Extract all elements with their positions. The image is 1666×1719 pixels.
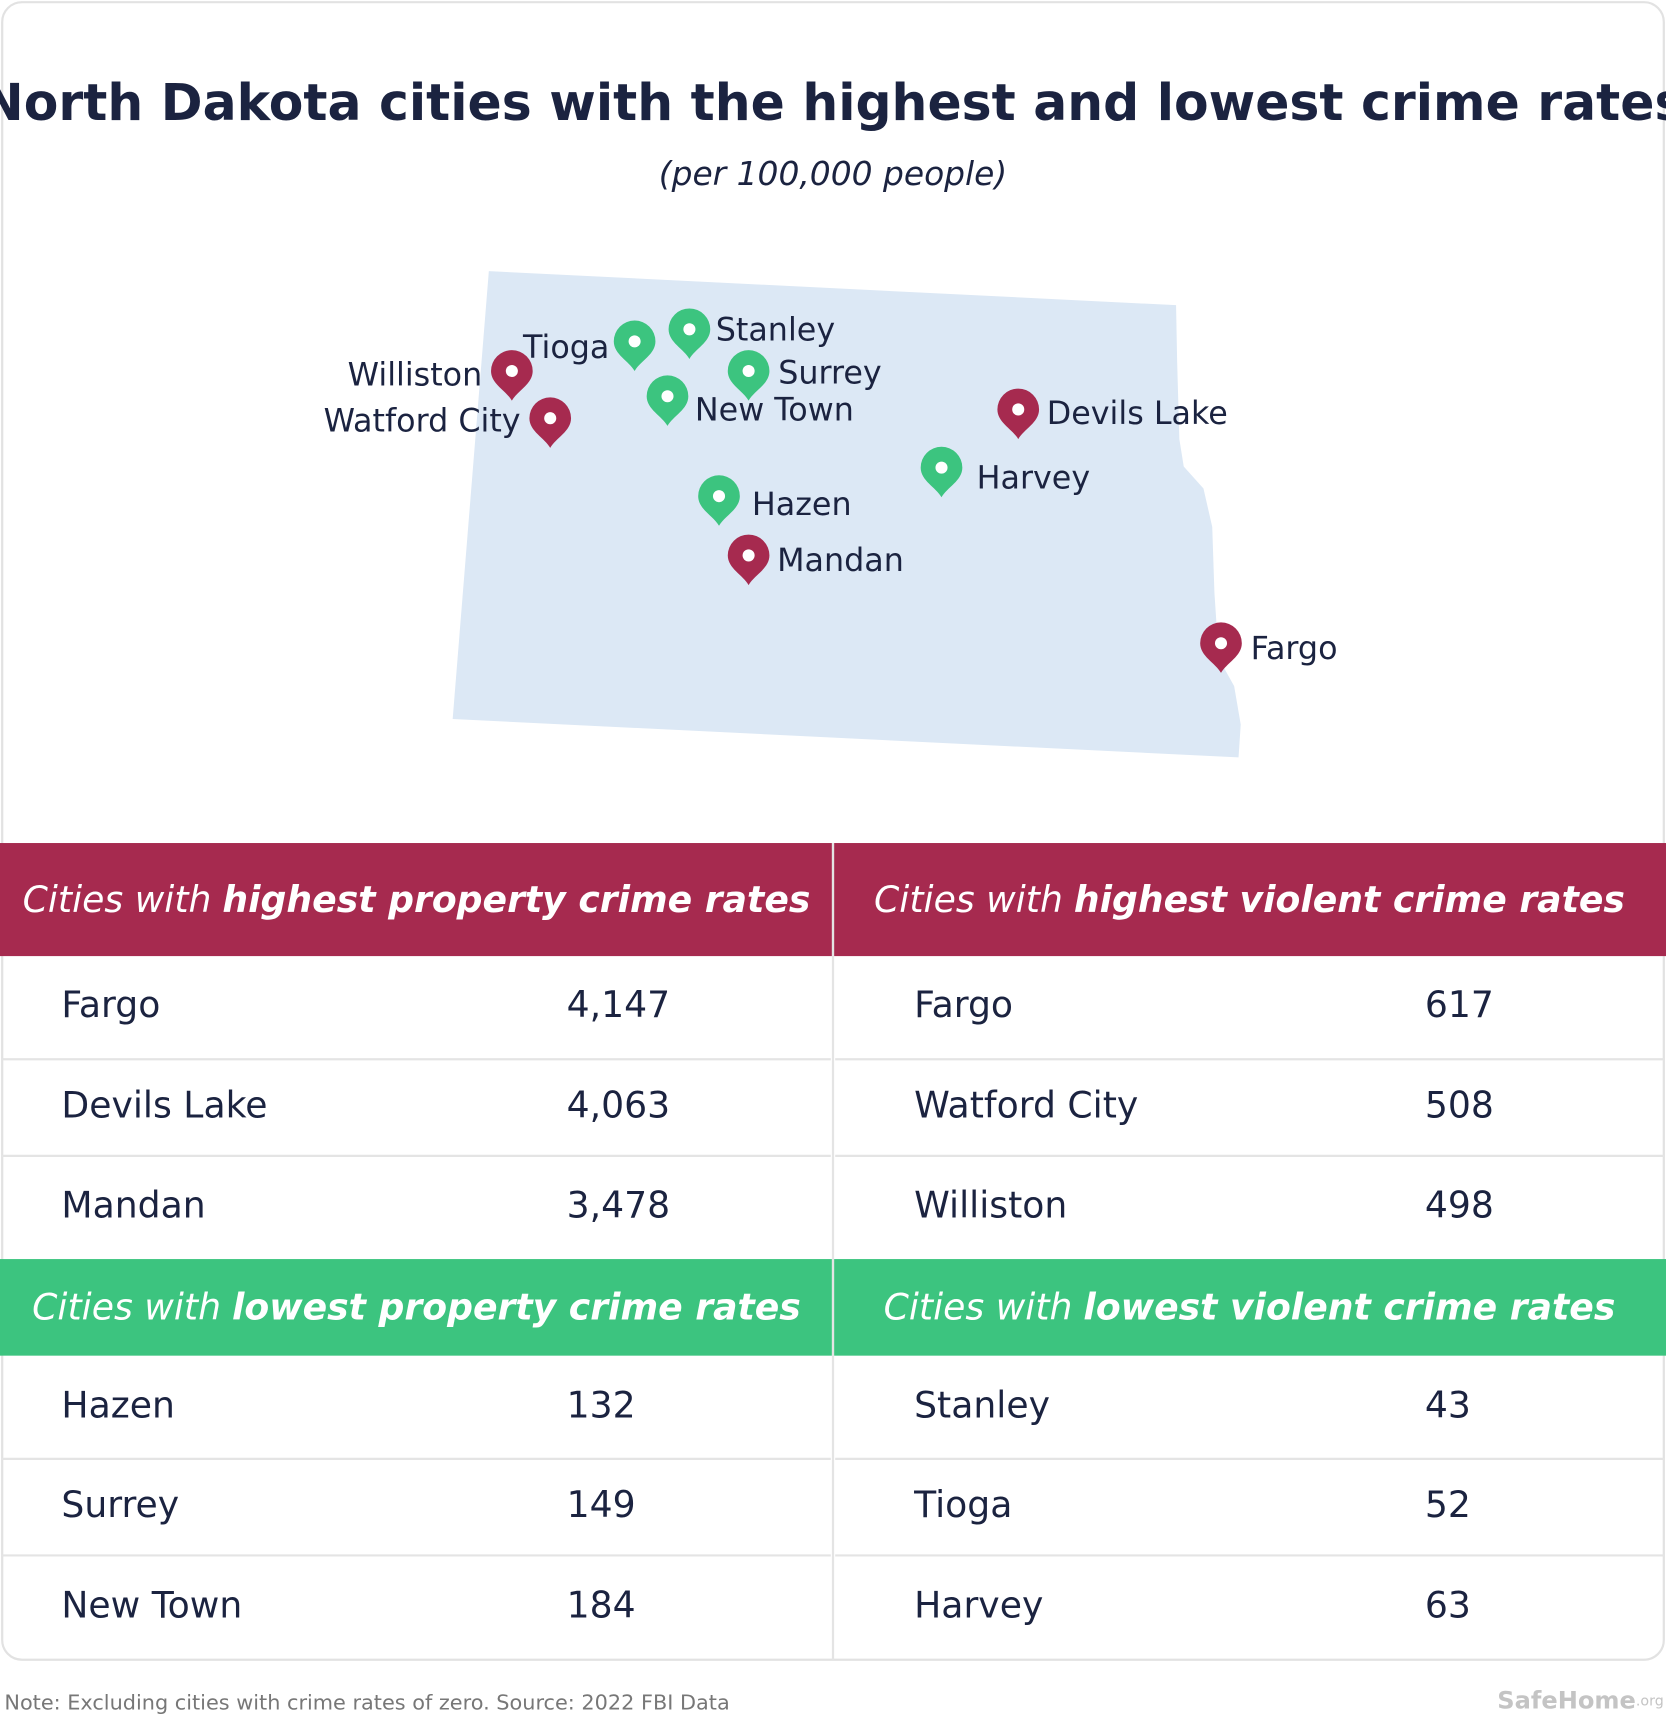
city-pin	[1200, 622, 1242, 673]
crime-rate: 184	[567, 1584, 636, 1627]
header-plain: Cities with	[874, 878, 1063, 921]
table-header: Cities with lowest violent crime rates	[884, 1286, 1616, 1329]
pin-dot	[661, 390, 674, 403]
table-header-bg	[834, 843, 1666, 957]
city-label: Mandan	[777, 542, 904, 579]
city-label: New Town	[695, 392, 854, 429]
city-name: New Town	[61, 1584, 242, 1627]
pin-dot	[505, 364, 518, 378]
crime-rate: 132	[567, 1383, 636, 1426]
header-plain: Cities with	[884, 1286, 1073, 1329]
city-pin	[529, 397, 572, 448]
city-name: Hazen	[61, 1383, 175, 1426]
city-name: Fargo	[61, 983, 160, 1026]
city-label: Watford City	[324, 403, 521, 440]
header-bold: highest property crime rates	[222, 878, 810, 921]
crime-rate: 4,063	[567, 1084, 671, 1127]
header-bold: lowest property crime rates	[232, 1286, 801, 1329]
tables: Cities with highest property crime ratesF…	[0, 843, 1666, 1660]
city-label: Tioga	[522, 329, 609, 366]
city-label: Surrey	[778, 354, 882, 391]
header-bold: highest violent crime rates	[1074, 878, 1625, 921]
pin-dot	[628, 335, 641, 348]
logo: SafeHome.org	[1497, 1686, 1664, 1714]
crime-rate: 617	[1425, 983, 1494, 1026]
city-label: Stanley	[716, 311, 835, 348]
pin-dot	[742, 549, 755, 562]
title: North Dakota cities with the highest and…	[0, 73, 1666, 132]
table-header-bg	[0, 843, 832, 957]
crime-rate: 63	[1425, 1584, 1471, 1627]
header-bold: lowest violent crime rates	[1083, 1286, 1615, 1329]
city-name: Stanley	[914, 1383, 1050, 1426]
pin-dot	[712, 490, 726, 503]
city-label: Williston	[348, 356, 483, 393]
city-pin	[727, 534, 770, 586]
city-name: Devils Lake	[61, 1084, 267, 1127]
city-pin	[613, 320, 656, 372]
city-label: Devils Lake	[1047, 395, 1228, 432]
table-header-bg	[0, 1259, 832, 1356]
crime-rate: 43	[1425, 1383, 1471, 1426]
table-header: Cities with highest violent crime rates	[874, 878, 1625, 921]
city-pin	[668, 308, 711, 359]
city-name: Mandan	[61, 1183, 205, 1226]
city-pin	[920, 446, 963, 498]
subtitle: (per 100,000 people)	[659, 154, 1007, 193]
table-header-bg	[834, 1259, 1666, 1356]
crime-rate: 508	[1425, 1084, 1494, 1127]
footer-note: Note: Excluding cities with crime rates …	[4, 1691, 729, 1715]
crime-rate: 4,147	[567, 983, 671, 1026]
city-label: Hazen	[752, 486, 852, 523]
crime-rate: 3,478	[567, 1183, 671, 1226]
logo-name: SafeHome	[1497, 1686, 1636, 1714]
table-header: Cities with lowest property crime rates	[32, 1286, 801, 1329]
pin-dot	[1214, 637, 1228, 650]
city-label: Harvey	[977, 460, 1091, 497]
city-label: Fargo	[1251, 630, 1338, 667]
pin-dot	[683, 323, 696, 336]
header-plain: Cities with	[32, 1286, 221, 1329]
city-name: Harvey	[914, 1584, 1043, 1627]
logo-suffix: .org	[1636, 1693, 1664, 1709]
pin-dot	[544, 412, 557, 425]
city-pin	[997, 388, 1040, 440]
city-pin	[727, 350, 770, 401]
city-pin	[646, 375, 689, 426]
city-name: Williston	[914, 1183, 1067, 1226]
crime-rate: 498	[1425, 1183, 1494, 1226]
city-pin	[698, 475, 740, 526]
pin-dot	[1012, 403, 1025, 416]
crime-rate: 149	[567, 1483, 636, 1526]
header-plain: Cities with	[23, 878, 212, 921]
city-pin	[491, 350, 533, 401]
pin-dot	[935, 461, 948, 474]
city-name: Fargo	[914, 983, 1013, 1026]
crime-rate: 52	[1425, 1483, 1471, 1526]
city-name: Tioga	[913, 1483, 1012, 1526]
city-name: Watford City	[914, 1084, 1138, 1127]
table-header: Cities with highest property crime rates	[23, 878, 811, 921]
city-name: Surrey	[61, 1483, 179, 1526]
pin-dot	[742, 364, 755, 378]
